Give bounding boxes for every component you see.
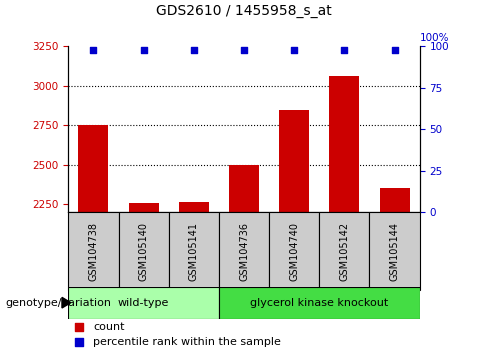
Text: count: count <box>93 321 124 332</box>
Text: percentile rank within the sample: percentile rank within the sample <box>93 337 281 348</box>
Text: genotype/variation: genotype/variation <box>5 298 111 308</box>
FancyBboxPatch shape <box>119 212 169 290</box>
FancyBboxPatch shape <box>68 287 219 319</box>
FancyBboxPatch shape <box>269 212 319 290</box>
Text: GDS2610 / 1455958_s_at: GDS2610 / 1455958_s_at <box>156 4 332 18</box>
FancyBboxPatch shape <box>319 212 369 290</box>
Point <box>89 47 97 53</box>
Bar <box>229 165 259 212</box>
Bar <box>329 76 360 212</box>
Text: GSM105140: GSM105140 <box>139 222 149 281</box>
Point <box>341 47 348 53</box>
Point <box>391 47 399 53</box>
Text: GSM105144: GSM105144 <box>389 222 400 281</box>
Bar <box>79 125 108 212</box>
Bar <box>380 188 409 212</box>
FancyBboxPatch shape <box>68 212 119 290</box>
FancyBboxPatch shape <box>219 287 420 319</box>
Text: GSM104736: GSM104736 <box>239 222 249 281</box>
FancyBboxPatch shape <box>219 212 269 290</box>
Text: glycerol kinase knockout: glycerol kinase knockout <box>250 298 388 308</box>
Bar <box>128 202 159 212</box>
Polygon shape <box>62 297 71 308</box>
Text: GSM105142: GSM105142 <box>339 222 349 281</box>
Point <box>75 340 83 346</box>
Point <box>75 324 83 329</box>
Text: GSM104738: GSM104738 <box>88 222 99 281</box>
Bar <box>279 110 309 212</box>
Text: GSM104740: GSM104740 <box>289 222 299 281</box>
Text: GSM105141: GSM105141 <box>189 222 199 281</box>
Point <box>190 47 198 53</box>
FancyBboxPatch shape <box>369 212 420 290</box>
Point <box>240 47 248 53</box>
Text: wild-type: wild-type <box>118 298 169 308</box>
FancyBboxPatch shape <box>169 212 219 290</box>
Bar <box>179 202 209 212</box>
Text: 100%: 100% <box>420 33 449 43</box>
Point <box>140 47 147 53</box>
Point <box>290 47 298 53</box>
